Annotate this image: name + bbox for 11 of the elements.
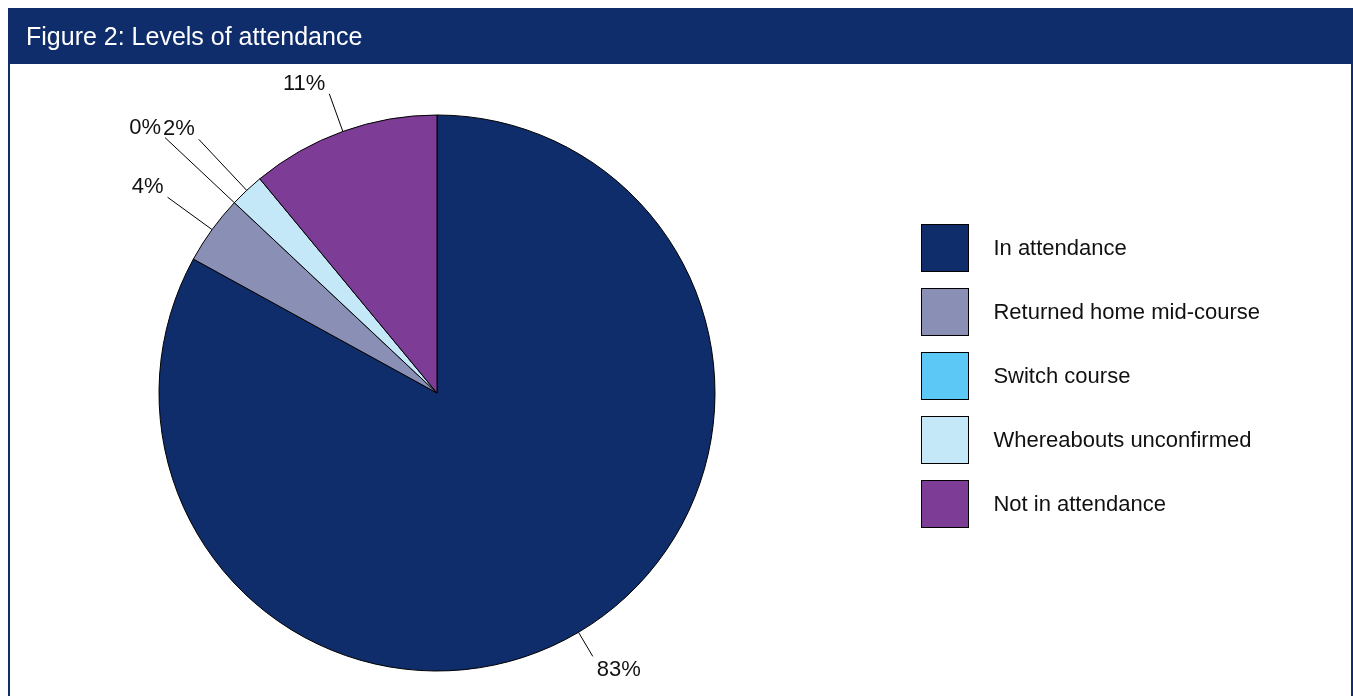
legend-label: Returned home mid-course — [993, 299, 1260, 325]
legend-label: In attendance — [993, 235, 1127, 261]
data-label: 83% — [596, 656, 641, 682]
data-label: 2% — [162, 115, 195, 141]
text: 0% — [129, 113, 162, 139]
data-label: 11% — [282, 69, 326, 95]
legend-label: Not in attendance — [993, 491, 1166, 517]
data-label: 4% — [131, 173, 164, 199]
legend-label: Whereabouts unconfirmed — [993, 427, 1252, 453]
chart-title: Figure 2: Levels of attendance — [8, 8, 1353, 64]
legend-label: Switch course — [993, 363, 1131, 389]
